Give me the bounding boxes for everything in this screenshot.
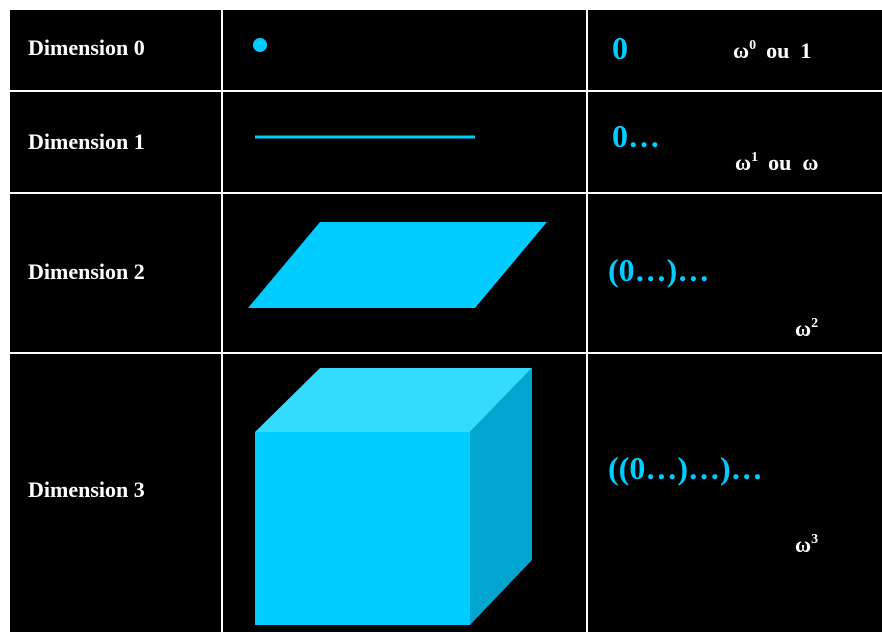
ordinal: ω2 bbox=[795, 316, 828, 342]
ordinal-base: ω bbox=[795, 316, 812, 341]
ordinal-base: ω bbox=[733, 38, 750, 63]
notation: ((0…)…)… bbox=[608, 450, 763, 486]
row-label: Dimension 2 bbox=[28, 259, 145, 284]
row-label: Dimension 3 bbox=[28, 477, 145, 502]
cube-front bbox=[255, 432, 470, 625]
point bbox=[253, 38, 267, 52]
ordinal: ω3 bbox=[795, 532, 828, 558]
row-label: Dimension 0 bbox=[28, 35, 145, 60]
notation: (0…)… bbox=[608, 252, 710, 288]
notation: 0… bbox=[612, 118, 660, 154]
grid bbox=[10, 10, 882, 632]
ordinal-exponent: 1 bbox=[751, 150, 759, 165]
cube-top bbox=[255, 368, 532, 432]
plane bbox=[248, 222, 547, 308]
ordinal-suffix: ou ω bbox=[768, 150, 819, 175]
ordinal-base: ω bbox=[795, 532, 812, 557]
ordinal-base: ω bbox=[735, 150, 752, 175]
ordinal-exponent: 0 bbox=[749, 38, 757, 53]
ordinal-exponent: 2 bbox=[811, 316, 819, 331]
ordinal: ω0 ou 1 bbox=[733, 38, 811, 64]
ordinal-suffix: ou 1 bbox=[766, 38, 812, 63]
ordinal-exponent: 3 bbox=[811, 532, 819, 547]
row-label: Dimension 1 bbox=[28, 129, 145, 154]
notation: 0 bbox=[612, 30, 628, 66]
ordinal: ω1 ou ω bbox=[735, 150, 818, 176]
cube-side bbox=[470, 368, 532, 625]
